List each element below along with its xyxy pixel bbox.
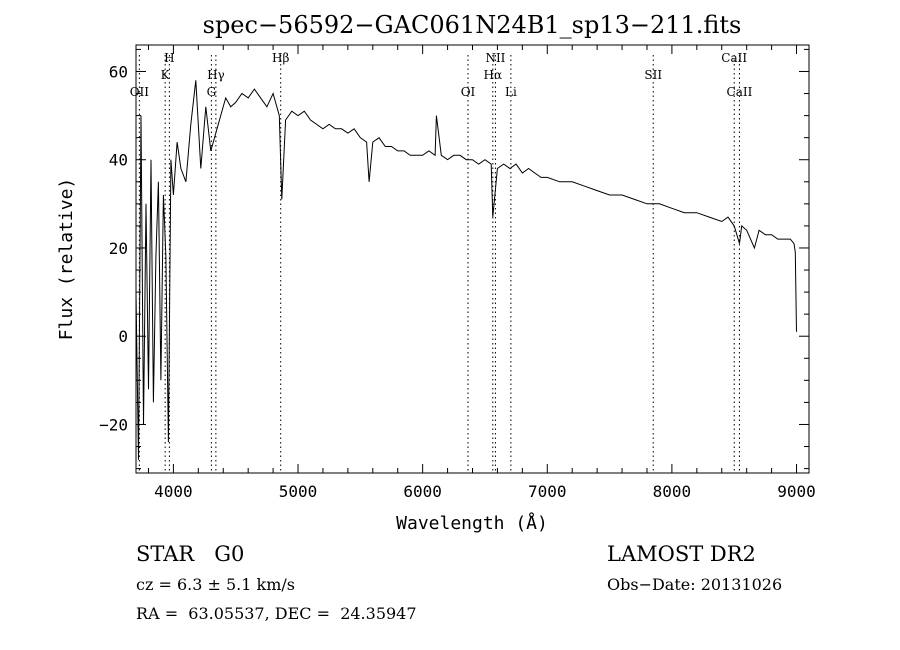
spectral-line-label: CaII [721, 51, 747, 65]
y-tick-label: 40 [109, 151, 128, 170]
y-tick-label: 0 [118, 327, 128, 346]
flux-series-line [135, 80, 797, 460]
spectral-line-label: Li [505, 85, 517, 99]
spectral-line-label: SII [644, 68, 662, 82]
object-class: STAR G0 [136, 542, 244, 566]
y-tick-label: 20 [109, 239, 128, 258]
spectral-line-label: OI [461, 85, 476, 99]
class-label: STAR [136, 542, 195, 566]
spectral-line-label: G [207, 85, 217, 99]
y-axis-label: Flux (relative) [56, 178, 77, 341]
spectral-line-label: Hβ [272, 51, 289, 65]
spectral-line-label: NII [485, 51, 505, 65]
x-tick-label: 5000 [279, 482, 318, 501]
x-tick-label: 9000 [777, 482, 816, 501]
obs-date-readout: Obs−Date: 20131026 [607, 575, 783, 594]
redshift-readout: cz = 6.3 ± 5.1 km/s [136, 575, 295, 594]
chart-title: spec−56592−GAC061N24B1_sp13−211.fits [203, 11, 742, 39]
subclass-label: G0 [214, 542, 245, 566]
x-tick-label: 8000 [653, 482, 692, 501]
coordinates-readout: RA = 63.05537, DEC = 24.35947 [136, 604, 417, 623]
x-tick-label: 4000 [154, 482, 193, 501]
spectral-line-label: CaII [727, 85, 753, 99]
spectral-line-label: Hα [484, 68, 503, 82]
spectral-line-label: H [164, 51, 174, 65]
x-axis-label: Wavelength (Å) [396, 512, 548, 534]
spectral-line-label: Hγ [207, 68, 225, 82]
x-tick-label: 6000 [403, 482, 442, 501]
y-tick-label: −20 [99, 415, 128, 434]
spectral-line-label: K [161, 68, 171, 82]
axis-ticks-layer: 4000 5000 6000 7000 8000 9000 −20 0 20 40 60 [99, 45, 816, 501]
y-tick-label: 60 [109, 62, 128, 81]
plot-frame [135, 44, 810, 474]
spectral-line-label: OII [130, 85, 150, 99]
survey-label: LAMOST DR2 [607, 542, 756, 566]
x-tick-label: 7000 [528, 482, 567, 501]
